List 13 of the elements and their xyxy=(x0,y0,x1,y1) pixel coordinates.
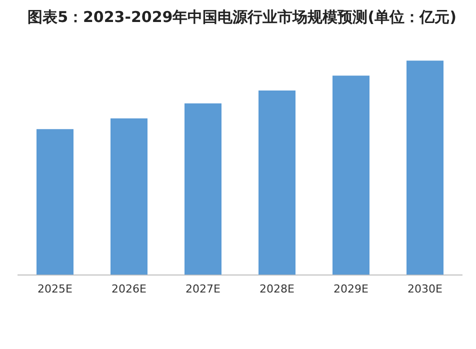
x-tick-label: 2026E xyxy=(112,282,147,296)
bar xyxy=(184,103,222,275)
bar xyxy=(110,118,148,275)
bar xyxy=(36,129,74,275)
chart-title: 图表5：2023-2029年中国电源行业市场规模预测(单位：亿元) xyxy=(26,7,458,28)
bar xyxy=(258,90,296,275)
x-tick-label: 2027E xyxy=(186,282,221,296)
x-tick-label: 2028E xyxy=(260,282,295,296)
x-tick-label: 2029E xyxy=(334,282,369,296)
bar xyxy=(332,76,370,275)
x-tick-label: 2025E xyxy=(38,282,73,296)
bar xyxy=(406,60,444,275)
x-tick-label: 2030E xyxy=(408,282,443,296)
